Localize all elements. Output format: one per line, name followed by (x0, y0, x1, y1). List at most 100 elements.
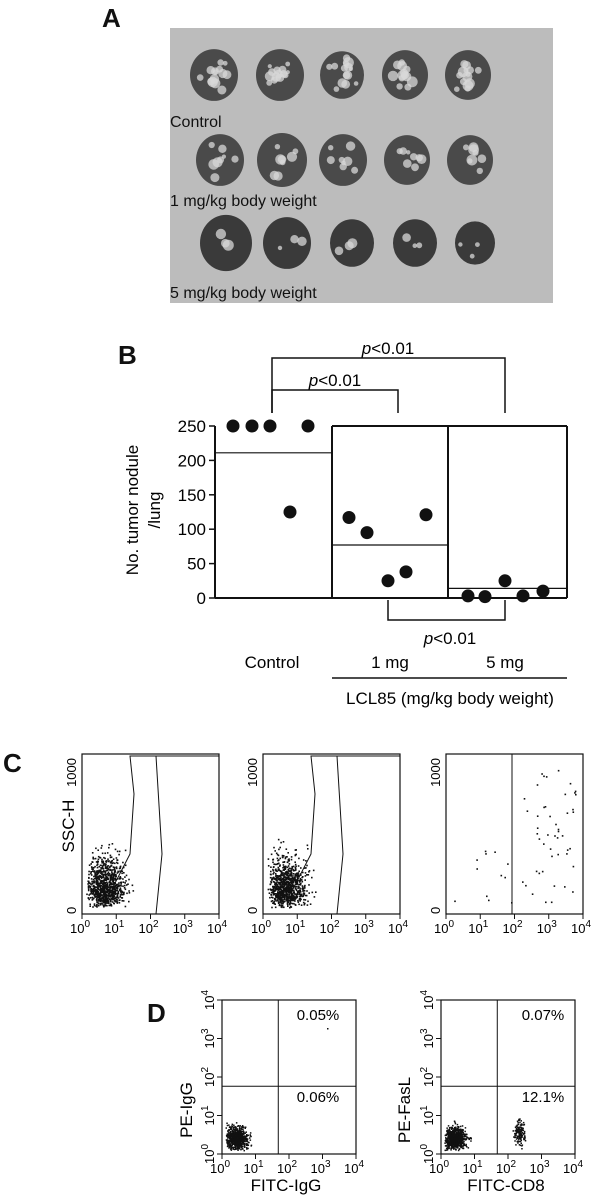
event-dot (229, 1136, 232, 1139)
y-tick-label: 102 (200, 1067, 217, 1087)
x-tick-label: 101 (104, 919, 124, 936)
event-dot (288, 896, 291, 898)
event-dot (238, 1134, 240, 1136)
event-dot (123, 872, 125, 874)
event-dot (104, 867, 107, 869)
event-dot (277, 897, 279, 900)
event-dot (90, 889, 92, 891)
event-dot (282, 856, 284, 859)
event-dot (305, 860, 307, 862)
event-dot (284, 894, 287, 896)
event-dot (531, 893, 534, 895)
event-dot (132, 890, 135, 892)
event-dot (569, 847, 571, 850)
event-dot (112, 881, 115, 884)
event-dot (289, 887, 292, 889)
event-dot (116, 884, 119, 886)
x-tick-label: 103 (173, 919, 193, 936)
event-dot (514, 1136, 516, 1139)
tumor-nodule (277, 245, 283, 251)
event-dot (456, 1139, 458, 1141)
event-dot (315, 891, 317, 893)
event-dot (233, 1138, 236, 1140)
event-dot (235, 1144, 238, 1147)
event-dot (281, 899, 284, 902)
x-tick-label: 102 (319, 919, 339, 936)
event-dot (278, 882, 280, 884)
tumor-nodule (210, 78, 221, 89)
event-dot (270, 853, 273, 856)
event-dot (230, 1146, 232, 1149)
data-point (263, 419, 277, 433)
event-dot (95, 898, 98, 900)
event-dot (278, 904, 281, 907)
event-dot (270, 880, 272, 883)
event-dot (227, 1129, 229, 1132)
event-dot (269, 883, 272, 886)
event-dot (507, 863, 509, 865)
event-dot (453, 1135, 455, 1137)
tumor-nodule (218, 68, 228, 79)
y-tick-label: 103 (419, 1028, 436, 1048)
event-dot (294, 887, 297, 890)
event-dot (271, 900, 274, 902)
event-dot (295, 865, 297, 868)
event-dot (248, 1141, 250, 1144)
event-dot (304, 867, 306, 869)
event-dot (128, 900, 130, 903)
event-dot (234, 1142, 236, 1145)
event-dot (125, 880, 127, 882)
event-dot (247, 1134, 249, 1137)
event-dot (109, 854, 112, 857)
event-dot (294, 876, 296, 879)
event-dot (101, 844, 103, 847)
event-dot (279, 869, 281, 872)
label-1mg: 1 mg/kg body weight (170, 193, 317, 210)
event-dot (281, 874, 283, 877)
event-dot (276, 894, 278, 896)
event-dot (98, 882, 100, 885)
event-dot (566, 853, 568, 855)
event-dot (569, 782, 572, 785)
event-dot (271, 877, 273, 879)
event-dot (239, 1126, 241, 1128)
event-dot (237, 1144, 239, 1146)
event-dot (228, 1141, 231, 1144)
event-dot (446, 1133, 449, 1135)
event-dot (97, 894, 100, 896)
event-dot (272, 873, 274, 875)
event-dot (284, 856, 287, 859)
event-dot (455, 1137, 457, 1139)
event-dot (276, 896, 278, 899)
event-dot (246, 1147, 248, 1149)
event-dot (118, 884, 120, 886)
event-dot (521, 1129, 524, 1131)
event-dot (95, 876, 97, 879)
event-dot (445, 1147, 448, 1150)
event-dot (97, 849, 99, 851)
lung-sample (257, 133, 307, 187)
event-dot (521, 1131, 524, 1134)
event-dot (281, 878, 284, 881)
event-dot (446, 1149, 449, 1151)
event-dot (106, 902, 108, 904)
event-dot (279, 865, 281, 867)
event-dot (460, 1141, 462, 1143)
x-tick-label: 104 (571, 919, 591, 936)
event-dot (89, 897, 92, 899)
event-dot (275, 895, 277, 898)
event-dot (327, 1028, 329, 1030)
event-dot (103, 873, 106, 876)
event-dot (240, 1146, 243, 1149)
event-dot (282, 877, 285, 880)
event-dot (284, 872, 287, 875)
event-dot (289, 906, 291, 909)
event-dot (294, 904, 297, 906)
event-dot (228, 1145, 230, 1147)
event-dot (114, 878, 116, 881)
event-dot (272, 869, 275, 872)
event-dot (504, 876, 506, 879)
data-point (301, 419, 315, 433)
event-dot (112, 883, 114, 886)
event-dot (228, 1132, 231, 1134)
